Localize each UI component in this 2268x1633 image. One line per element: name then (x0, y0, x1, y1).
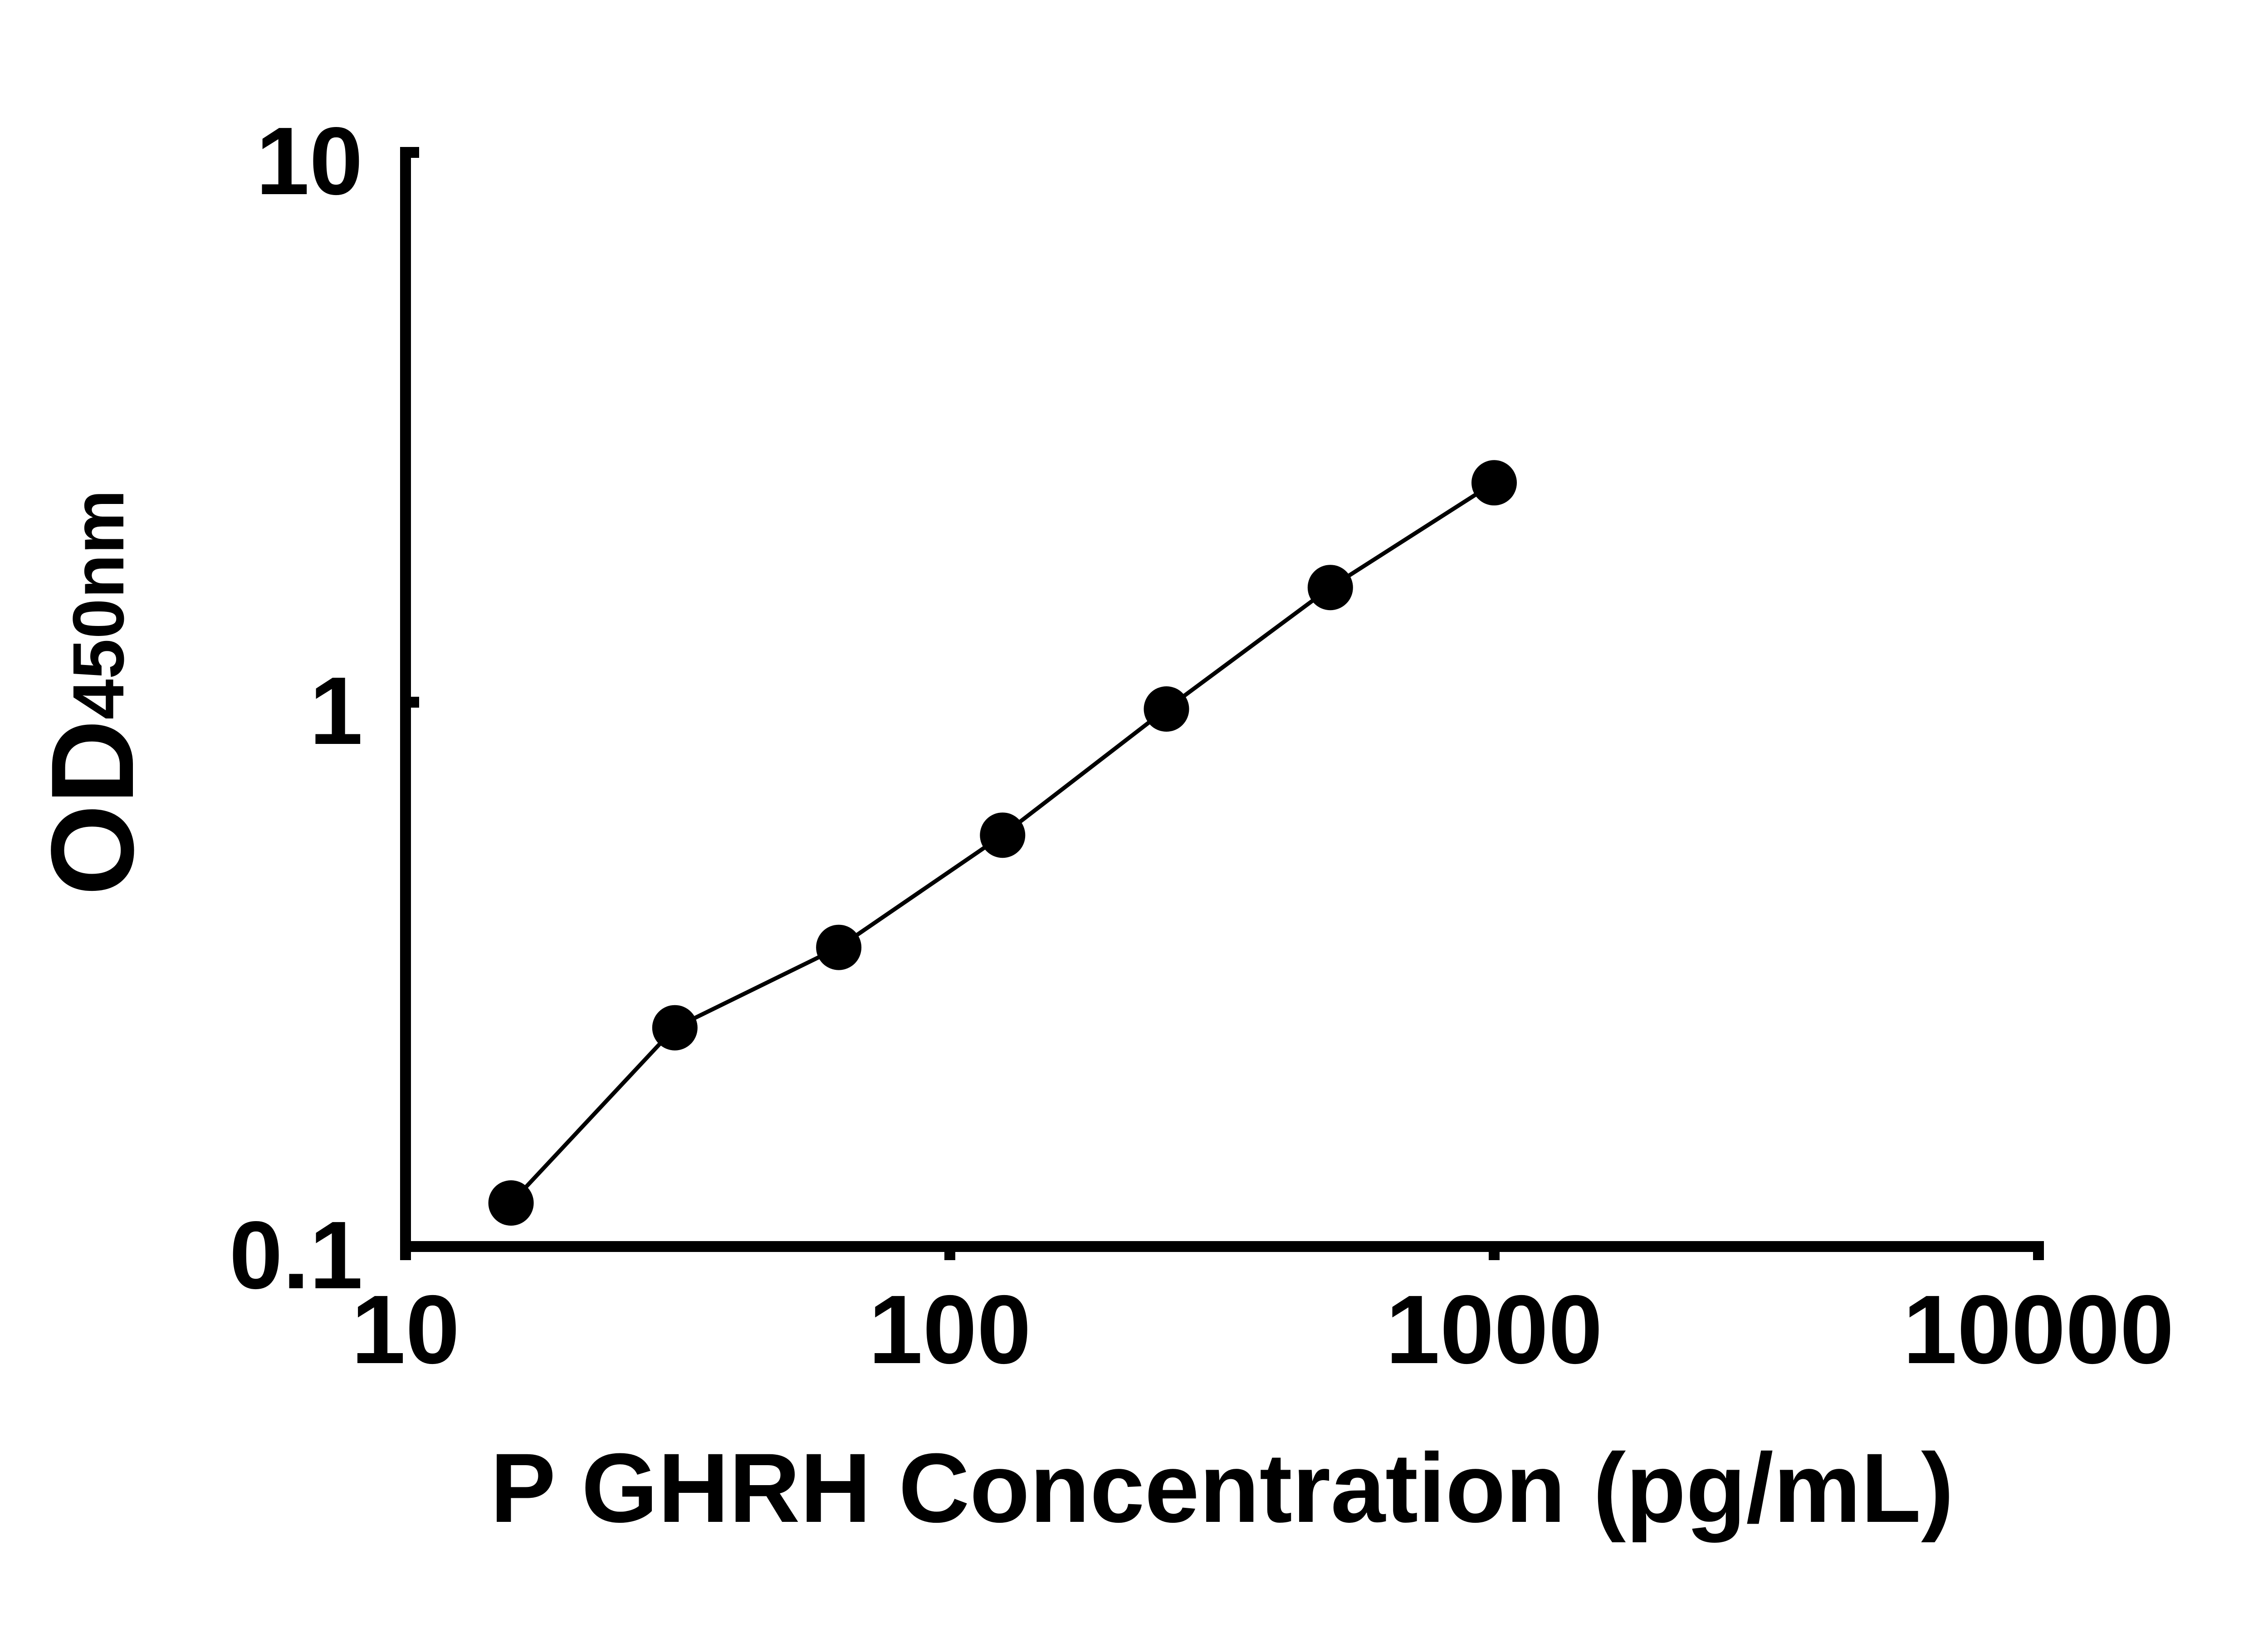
svg-text:P GHRH Concentration (pg/mL): P GHRH Concentration (pg/mL) (490, 1433, 1954, 1543)
svg-text:10: 10 (256, 107, 363, 215)
svg-text:1000: 1000 (1386, 1275, 1603, 1384)
svg-text:1: 1 (309, 657, 363, 764)
svg-text:0.1: 0.1 (229, 1201, 363, 1309)
svg-text:10000: 10000 (1903, 1275, 2174, 1384)
svg-text:100: 100 (869, 1275, 1031, 1384)
svg-text:10: 10 (351, 1275, 459, 1384)
